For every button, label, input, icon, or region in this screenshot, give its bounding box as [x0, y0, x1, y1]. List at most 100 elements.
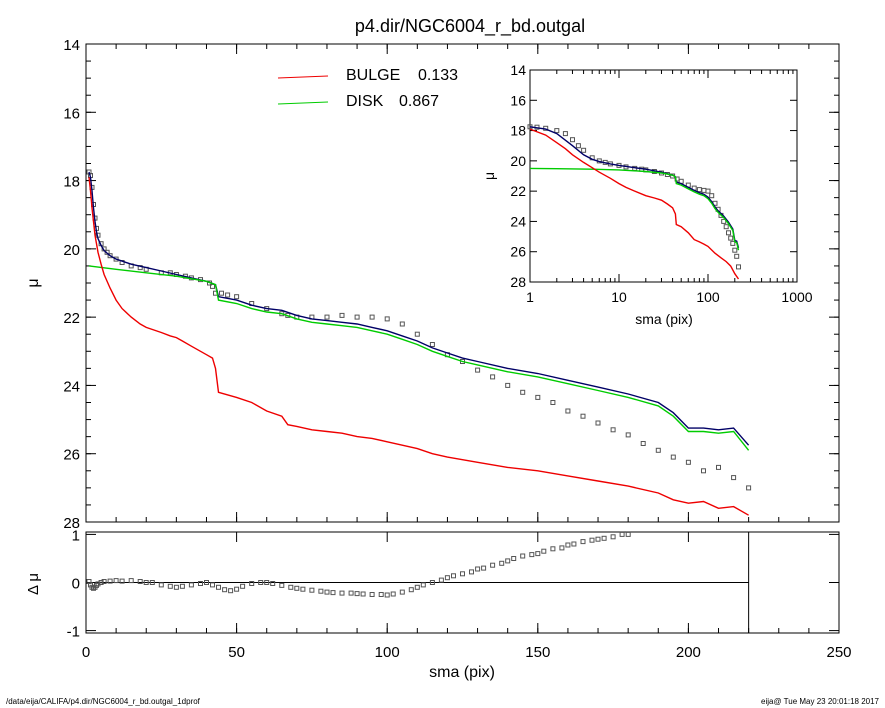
main-data-point [625, 432, 631, 438]
inset-bulge-line [529, 128, 740, 280]
residual-residual-point [270, 581, 276, 586]
inset-y-tick-label: 24 [510, 213, 526, 229]
main-bulge-line [88, 177, 749, 516]
inset-x-tick-label: 1 [526, 289, 534, 305]
main-data-point [520, 389, 526, 395]
inset-background [530, 70, 797, 282]
residual-residual-point [158, 582, 164, 588]
legend-disk-value: 0.867 [399, 93, 439, 110]
residual-residual-point [279, 582, 285, 588]
residual-residual-point [429, 580, 435, 585]
residual-y-axis-label: Δ μ [25, 573, 42, 595]
inset-y-tick-label: 16 [510, 92, 526, 108]
residual-residual-point [460, 571, 465, 577]
main-data-point [399, 321, 405, 327]
residual-residual-point [167, 583, 173, 589]
residual-residual-point [143, 580, 149, 585]
inset-x-axis-label: sma (pix) [635, 311, 693, 327]
main-y-tick-label: 14 [63, 37, 80, 54]
main-profile-panel: 14 16 18 20 22 24 26 28 μ BULGE 0.133 DISK 0.86… [25, 37, 840, 532]
residual-x-tick-label: 0 [82, 644, 90, 661]
residual-residual-point [258, 580, 264, 585]
residual-residual-point [98, 580, 104, 585]
main-y-tick-label: 26 [63, 447, 80, 464]
main-data-point [225, 292, 231, 298]
legend-bulge-name: BULGE [346, 67, 400, 84]
residual-residual-point [240, 583, 246, 589]
inset-data-point [728, 235, 734, 241]
main-data-point [339, 312, 345, 318]
inset-data-point [575, 143, 581, 149]
inset-data-point [581, 147, 587, 153]
main-data-point [210, 283, 215, 289]
residual-residual-point [228, 588, 234, 594]
residual-residual-point [95, 581, 101, 587]
main-data-point [701, 468, 706, 474]
residual-residual-point [595, 536, 601, 542]
residual-residual-point [188, 582, 194, 588]
main-data-point [505, 382, 511, 388]
main-data-point [670, 454, 676, 460]
main-data-point [369, 314, 375, 320]
residual-residual-point [619, 531, 625, 537]
inset-data-point [721, 218, 727, 224]
legend: BULGE 0.133 DISK 0.867 [277, 67, 458, 110]
main-y-tick-label: 16 [63, 105, 80, 122]
inset-data-point [709, 193, 715, 199]
residual-residual-point [469, 569, 474, 575]
inset-disk-line [529, 167, 740, 251]
residual-residual-point [128, 578, 134, 584]
inset-y-tick-label: 22 [510, 183, 526, 199]
main-y-tick-label: 18 [63, 174, 80, 191]
residual-residual-point [589, 537, 595, 543]
residual-residual-point [399, 589, 405, 595]
main-data-point [550, 400, 556, 405]
main-data-point [384, 316, 390, 322]
main-y-tick-label: 24 [63, 378, 80, 395]
inset-y-tick-label: 18 [510, 123, 526, 139]
residual-residual-point [580, 539, 586, 545]
residual-residual-point [475, 566, 481, 572]
residual-residual-point [481, 565, 487, 571]
residual-residual-point [565, 542, 571, 548]
residual-residual-point [216, 584, 221, 590]
residual-residual-point [101, 579, 107, 584]
residual-y-tick-label: 0 [72, 576, 80, 593]
main-data-point [655, 447, 661, 453]
residual-y-tick-label: 1 [72, 527, 80, 544]
inset-x-tick-label: 10 [611, 289, 627, 305]
main-y-tick-label: 20 [63, 242, 80, 259]
main-data-point [685, 459, 691, 465]
residual-residual-point [384, 592, 390, 598]
main-data-point [716, 464, 721, 470]
legend-bulge-value: 0.133 [418, 67, 458, 84]
residual-y-tick-label: -1 [67, 624, 80, 641]
residual-residual-point [324, 589, 330, 595]
residual-residual-point [571, 541, 577, 547]
inset-data-point [570, 137, 575, 143]
inset-plot-frame [529, 69, 798, 283]
main-disk-line [88, 265, 750, 451]
residual-residual-point [204, 580, 209, 585]
residual-residual-point [198, 581, 203, 586]
residual-residual-point [369, 592, 375, 597]
residual-residual-point [173, 584, 179, 590]
residual-residual-point [610, 534, 616, 540]
main-data-point [580, 413, 586, 419]
main-data-point [324, 314, 330, 320]
main-data-point [107, 253, 113, 259]
residual-x-axis-label: sma (pix) [429, 664, 495, 681]
residual-residual-point [249, 581, 255, 586]
main-data-point [429, 342, 435, 347]
main-y-axis-label: μ [25, 278, 42, 287]
main-data-point [640, 441, 646, 446]
inset-y-tick-label: 14 [510, 62, 526, 78]
residual-residual-point [210, 582, 215, 588]
inset-x-tick-label: 100 [696, 289, 720, 305]
residual-residual-point [420, 582, 426, 588]
residual-residual-point [264, 580, 270, 585]
residual-residual-point [149, 580, 155, 585]
residual-residual-point [119, 578, 125, 584]
footer-timestamp: eija@ Tue May 23 20:01:18 2017 [761, 697, 879, 706]
